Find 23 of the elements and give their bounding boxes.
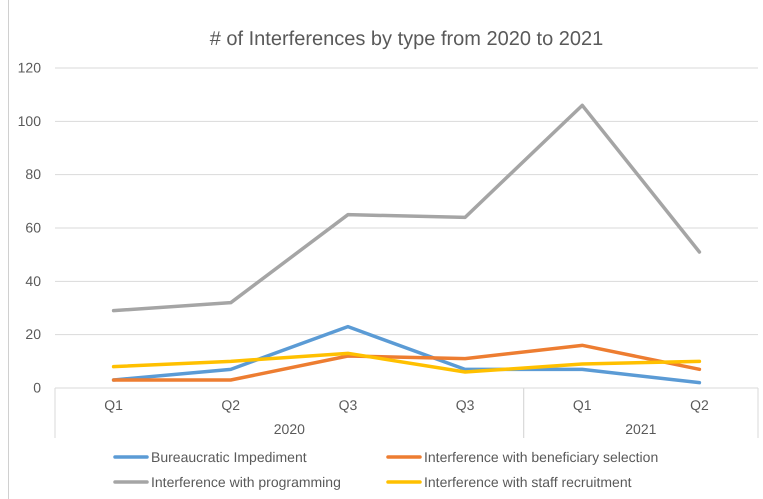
- chart-title: # of Interferences by type from 2020 to 2021: [210, 28, 604, 50]
- y-tick-label: 60: [25, 219, 42, 236]
- y-tick-label: 40: [25, 272, 42, 289]
- legend-label: Bureaucratic Impediment: [151, 449, 307, 465]
- line-series: [112, 104, 702, 312]
- y-tick-label: 120: [18, 59, 42, 76]
- x-tick-label: Q3: [456, 396, 475, 413]
- x-tick-label: Q1: [104, 396, 124, 413]
- x-tick-label: Q3: [338, 396, 358, 413]
- legend-label: Interference with programming: [151, 474, 341, 490]
- legend-label: Interference with staff recruitment: [424, 474, 632, 490]
- y-tick-label: 0: [33, 379, 42, 396]
- line-series: [112, 352, 702, 374]
- y-tick-label: 100: [18, 112, 42, 129]
- text: 2021: [625, 421, 657, 437]
- line-series: [112, 344, 702, 382]
- x-tick-label: Q1: [572, 396, 592, 413]
- legend-label: Interference with beneficiary selection: [424, 449, 658, 465]
- y-tick-label: 80: [25, 166, 42, 182]
- y-tick-label: 20: [25, 326, 42, 342]
- x-tick-label: Q2: [690, 396, 709, 413]
- text: 2020: [274, 421, 306, 437]
- x-tick-label: Q2: [221, 396, 240, 413]
